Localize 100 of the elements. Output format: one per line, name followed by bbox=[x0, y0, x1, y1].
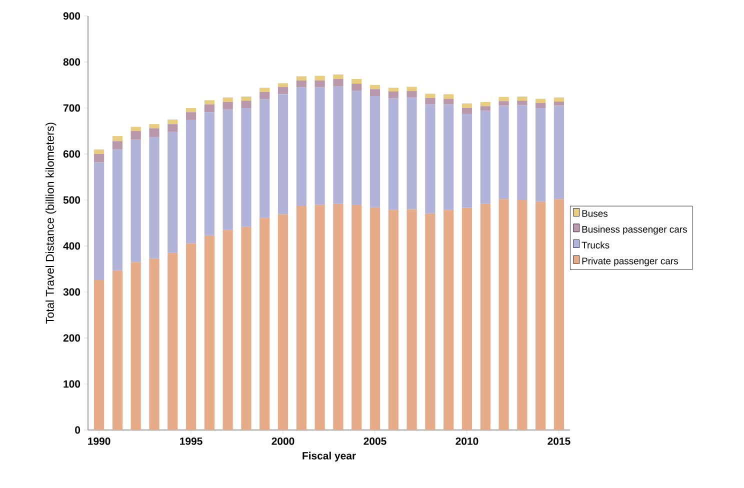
bar bbox=[370, 84, 380, 90]
bar bbox=[94, 162, 104, 280]
bar bbox=[498, 96, 509, 102]
bar bbox=[536, 108, 546, 202]
bar bbox=[425, 104, 436, 214]
bar bbox=[204, 235, 214, 430]
x-tick-label: 1995 bbox=[180, 438, 202, 445]
bar bbox=[388, 98, 398, 210]
bar bbox=[149, 258, 160, 430]
bar bbox=[388, 88, 398, 92]
bar bbox=[241, 108, 252, 227]
bar bbox=[333, 79, 344, 86]
y-tick-label: 300 bbox=[63, 288, 80, 296]
bar bbox=[444, 98, 454, 104]
bar bbox=[536, 201, 546, 430]
bar bbox=[168, 252, 178, 430]
bar bbox=[296, 80, 306, 88]
bar bbox=[444, 104, 454, 210]
bar bbox=[186, 243, 196, 430]
bar bbox=[278, 94, 288, 214]
bar bbox=[517, 96, 528, 101]
bar bbox=[352, 79, 362, 84]
bar bbox=[149, 124, 160, 128]
bar bbox=[94, 280, 104, 430]
bar bbox=[388, 210, 398, 430]
bar bbox=[333, 204, 344, 430]
bar bbox=[296, 76, 306, 80]
bar bbox=[536, 102, 546, 108]
bar bbox=[444, 94, 454, 99]
bar bbox=[406, 86, 417, 91]
bar bbox=[168, 124, 178, 132]
bar bbox=[130, 126, 141, 131]
bar bbox=[186, 108, 196, 112]
bar bbox=[222, 102, 233, 110]
bar bbox=[149, 128, 160, 137]
y-axis-title: Total Travel Distance (billion kilometers) bbox=[46, 122, 56, 324]
bar bbox=[222, 109, 233, 230]
bar bbox=[130, 130, 141, 140]
bar bbox=[406, 90, 417, 98]
bar bbox=[186, 112, 196, 120]
bar bbox=[554, 106, 564, 200]
bar bbox=[112, 141, 123, 150]
bar bbox=[370, 89, 380, 96]
bar bbox=[149, 136, 160, 258]
x-axis-title: Fiscal year bbox=[302, 452, 356, 462]
bar bbox=[352, 90, 362, 206]
bar bbox=[314, 80, 325, 88]
bar bbox=[554, 97, 564, 102]
bar bbox=[480, 106, 490, 111]
bar bbox=[352, 205, 362, 430]
bar bbox=[222, 230, 233, 430]
bar bbox=[517, 105, 528, 200]
bar bbox=[278, 214, 288, 430]
bar bbox=[498, 101, 509, 106]
x-tick-label: 2005 bbox=[364, 438, 386, 445]
bar bbox=[130, 140, 141, 262]
bar bbox=[370, 96, 380, 208]
bar bbox=[314, 76, 325, 80]
bar bbox=[314, 204, 325, 430]
bar bbox=[204, 112, 214, 236]
bar bbox=[241, 100, 252, 108]
bar bbox=[388, 91, 398, 98]
bar bbox=[112, 149, 123, 270]
bar bbox=[112, 270, 123, 430]
legend-label: Buses bbox=[582, 210, 608, 217]
bar bbox=[498, 199, 509, 430]
bar bbox=[498, 106, 509, 200]
bar bbox=[425, 213, 436, 430]
bar bbox=[278, 86, 288, 94]
x-tick-label: 2000 bbox=[272, 438, 294, 445]
bar bbox=[260, 99, 270, 218]
legend-label: Private passenger cars bbox=[582, 257, 678, 266]
x-tick-label: 1990 bbox=[88, 438, 110, 445]
bar bbox=[462, 108, 472, 114]
bar bbox=[204, 100, 214, 104]
bar bbox=[425, 98, 436, 104]
y-tick-label: 900 bbox=[63, 12, 80, 20]
y-tick-label: 0 bbox=[75, 426, 80, 434]
bar bbox=[186, 120, 196, 244]
bar bbox=[260, 88, 270, 92]
bar bbox=[168, 119, 178, 124]
bar bbox=[425, 94, 436, 98]
bar bbox=[94, 149, 104, 154]
bar bbox=[260, 218, 270, 430]
bar bbox=[536, 98, 546, 103]
bar bbox=[333, 74, 344, 80]
bar bbox=[480, 110, 490, 204]
bar bbox=[406, 209, 417, 430]
bar bbox=[168, 132, 178, 253]
x-tick-label: 2010 bbox=[456, 438, 478, 445]
bar bbox=[241, 226, 252, 430]
bar bbox=[406, 97, 417, 210]
bar bbox=[370, 207, 380, 430]
bar bbox=[462, 103, 472, 108]
y-tick-label: 400 bbox=[63, 242, 80, 250]
bar bbox=[480, 204, 490, 430]
bar bbox=[554, 102, 564, 106]
legend-label: Trucks bbox=[582, 242, 610, 248]
bar bbox=[554, 199, 564, 430]
bar bbox=[241, 96, 252, 101]
